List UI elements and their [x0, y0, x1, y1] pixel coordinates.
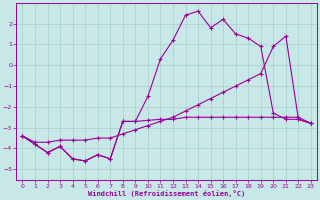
X-axis label: Windchill (Refroidissement éolien,°C): Windchill (Refroidissement éolien,°C) [88, 190, 245, 197]
